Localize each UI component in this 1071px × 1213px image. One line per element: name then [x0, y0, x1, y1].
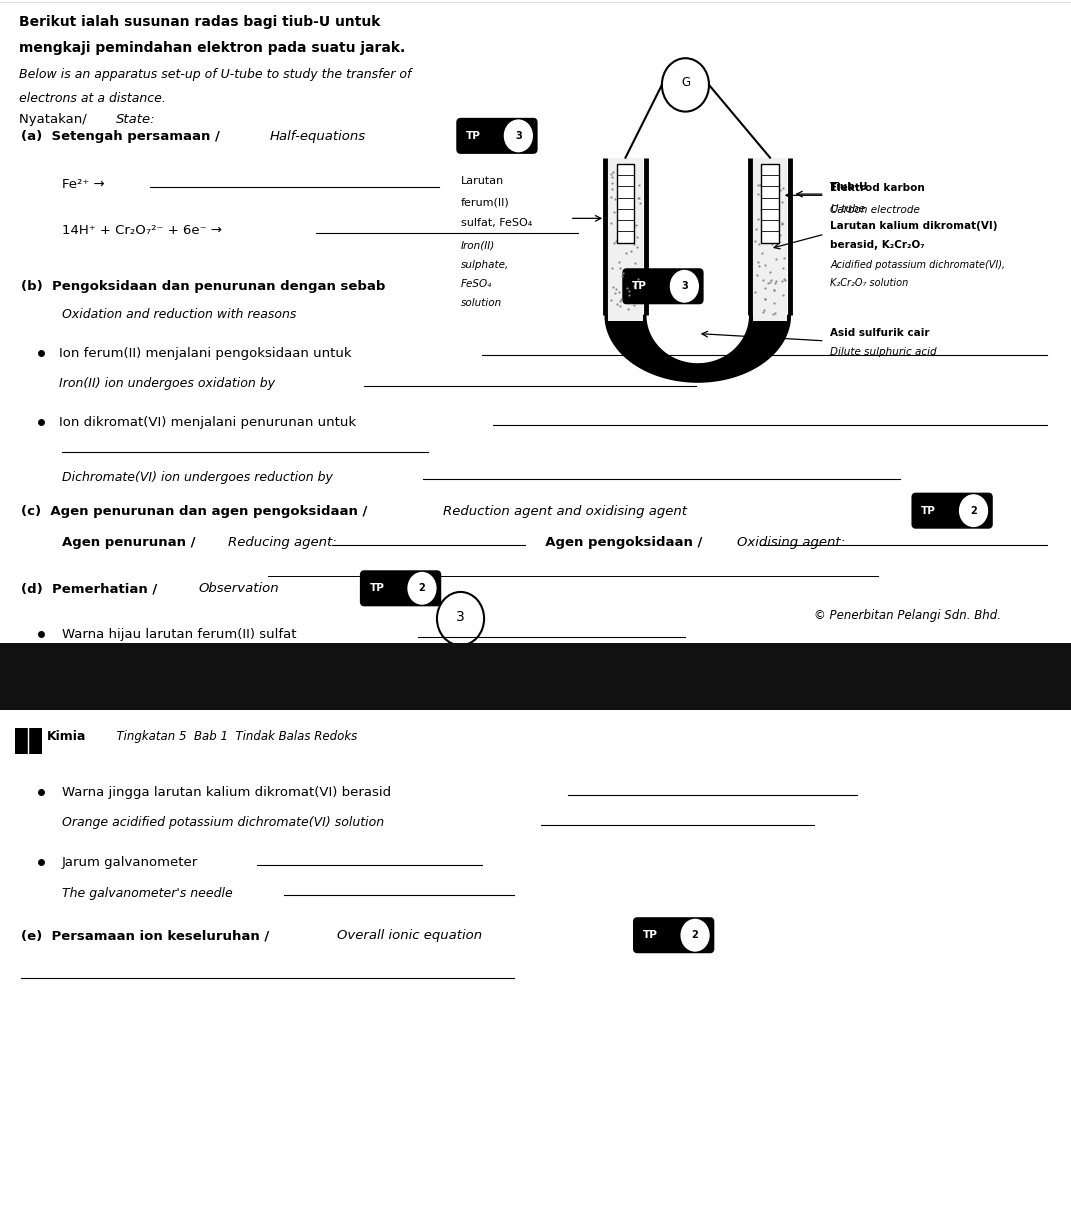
Text: Agen penurunan /: Agen penurunan / [62, 536, 200, 549]
FancyBboxPatch shape [361, 571, 440, 605]
Text: Berikut ialah susunan radas bagi tiub-U untuk: Berikut ialah susunan radas bagi tiub-U … [19, 15, 380, 29]
FancyBboxPatch shape [634, 918, 713, 952]
Text: Orange acidified potassium dichromate(VI) solution: Orange acidified potassium dichromate(VI… [62, 816, 384, 830]
Text: Fe²⁺ →: Fe²⁺ → [62, 178, 105, 192]
Text: Oxidation and reduction with reasons: Oxidation and reduction with reasons [62, 308, 297, 321]
Text: 3: 3 [456, 610, 465, 625]
Text: Kimia: Kimia [47, 730, 87, 744]
Text: (c)  Agen penurunan dan agen pengoksidaan /: (c) Agen penurunan dan agen pengoksidaan… [21, 505, 373, 518]
Circle shape [960, 495, 987, 526]
Text: Dilute sulphuric acid: Dilute sulphuric acid [830, 347, 937, 357]
Text: Observation: Observation [198, 582, 278, 596]
Text: Acidified potassium dichromate(VI),: Acidified potassium dichromate(VI), [830, 260, 1006, 269]
Text: mengkaji pemindahan elektron pada suatu jarak.: mengkaji pemindahan elektron pada suatu … [19, 41, 406, 56]
Circle shape [681, 919, 709, 951]
Text: ferum(II): ferum(II) [461, 198, 510, 207]
Text: sulphate,: sulphate, [461, 260, 509, 269]
Text: Tiub-U: Tiub-U [830, 182, 869, 192]
Text: Nyatakan/: Nyatakan/ [19, 113, 91, 126]
Text: Iron(II) ion undergoes oxidation by: Iron(II) ion undergoes oxidation by [59, 377, 275, 391]
Text: TP: TP [369, 583, 384, 593]
Text: TP: TP [632, 281, 647, 291]
Bar [0, 0, 1071, 649]
Text: solution: solution [461, 298, 502, 308]
Text: Ion dikromat(VI) menjalani penurunan untuk: Ion dikromat(VI) menjalani penurunan unt… [59, 416, 356, 429]
Text: Jarum galvanometer: Jarum galvanometer [62, 856, 198, 870]
Text: (e)  Persamaan ion keseluruhan /: (e) Persamaan ion keseluruhan / [21, 929, 274, 943]
Bar [753, 158, 787, 321]
Text: Asid sulfurik cair: Asid sulfurik cair [830, 328, 930, 337]
Bar [0, 643, 1071, 710]
Text: 2: 2 [419, 583, 425, 593]
Text: TP: TP [466, 131, 481, 141]
Text: Green iron(II) sulphate solution: Green iron(II) sulphate solution [62, 659, 257, 672]
Polygon shape [605, 315, 790, 382]
Text: (a)  Setengah persamaan /: (a) Setengah persamaan / [21, 130, 225, 143]
Bar [608, 158, 643, 321]
Text: Ion ferum(II) menjalani pengoksidaan untuk: Ion ferum(II) menjalani pengoksidaan unt… [59, 347, 351, 360]
Text: berasid, K₂Cr₂O₇: berasid, K₂Cr₂O₇ [830, 240, 924, 250]
Text: 2: 2 [692, 930, 698, 940]
Text: electrons at a distance.: electrons at a distance. [19, 92, 166, 106]
Text: © Penerbitan Pelangi Sdn. Bhd.: © Penerbitan Pelangi Sdn. Bhd. [814, 609, 1001, 622]
Bar [617, 164, 634, 243]
Text: (d)  Pemerhatian /: (d) Pemerhatian / [21, 582, 163, 596]
Text: Half-equations: Half-equations [270, 130, 366, 143]
Text: Dichromate(VI) ion undergoes reduction by: Dichromate(VI) ion undergoes reduction b… [62, 471, 333, 484]
Text: FeSO₄: FeSO₄ [461, 279, 492, 289]
Text: Below is an apparatus set-up of U-tube to study the transfer of: Below is an apparatus set-up of U-tube t… [19, 68, 411, 81]
Bar [761, 164, 779, 243]
Text: 14H⁺ + Cr₂O₇²⁻ + 6e⁻ →: 14H⁺ + Cr₂O₇²⁻ + 6e⁻ → [62, 224, 222, 238]
Text: 3: 3 [515, 131, 522, 141]
Text: Warna hijau larutan ferum(II) sulfat: Warna hijau larutan ferum(II) sulfat [62, 628, 297, 642]
Text: 2: 2 [970, 506, 977, 516]
FancyBboxPatch shape [623, 269, 703, 303]
Text: TP: TP [921, 506, 936, 516]
Text: State:: State: [116, 113, 155, 126]
Text: Iron(II): Iron(II) [461, 240, 495, 250]
Text: K₂Cr₂O₇ solution: K₂Cr₂O₇ solution [830, 278, 908, 287]
Text: Elektrod karbon: Elektrod karbon [830, 183, 924, 193]
Bar [0, 710, 1071, 1213]
Text: Larutan: Larutan [461, 176, 503, 186]
Text: The galvanometer's needle: The galvanometer's needle [62, 887, 232, 900]
Text: Agen pengoksidaan /: Agen pengoksidaan / [536, 536, 707, 549]
Text: Reducing agent:: Reducing agent: [228, 536, 337, 549]
Text: Reduction agent and oxidising agent: Reduction agent and oxidising agent [443, 505, 688, 518]
FancyBboxPatch shape [912, 494, 992, 528]
Circle shape [670, 270, 698, 302]
Circle shape [504, 120, 532, 152]
Text: Overall ionic equation: Overall ionic equation [337, 929, 483, 943]
Text: G: G [681, 76, 690, 89]
Text: Oxidising agent:: Oxidising agent: [737, 536, 845, 549]
FancyBboxPatch shape [457, 119, 537, 153]
Text: Tingkatan 5  Bab 1  Tindak Balas Redoks: Tingkatan 5 Bab 1 Tindak Balas Redoks [109, 730, 358, 744]
Bar [15, 728, 42, 754]
Circle shape [408, 573, 436, 604]
Text: TP: TP [643, 930, 658, 940]
Text: Warna jingga larutan kalium dikromat(VI) berasid: Warna jingga larutan kalium dikromat(VI)… [62, 786, 391, 799]
Text: 3: 3 [681, 281, 688, 291]
Text: Larutan kalium dikromat(VI): Larutan kalium dikromat(VI) [830, 221, 997, 230]
Text: U-tube: U-tube [830, 204, 865, 213]
Text: (b)  Pengoksidaan dan penurunan dengan sebab: (b) Pengoksidaan dan penurunan dengan se… [21, 280, 391, 294]
Text: sulfat, FeSO₄: sulfat, FeSO₄ [461, 218, 532, 228]
Text: Carbon electrode: Carbon electrode [830, 205, 920, 215]
